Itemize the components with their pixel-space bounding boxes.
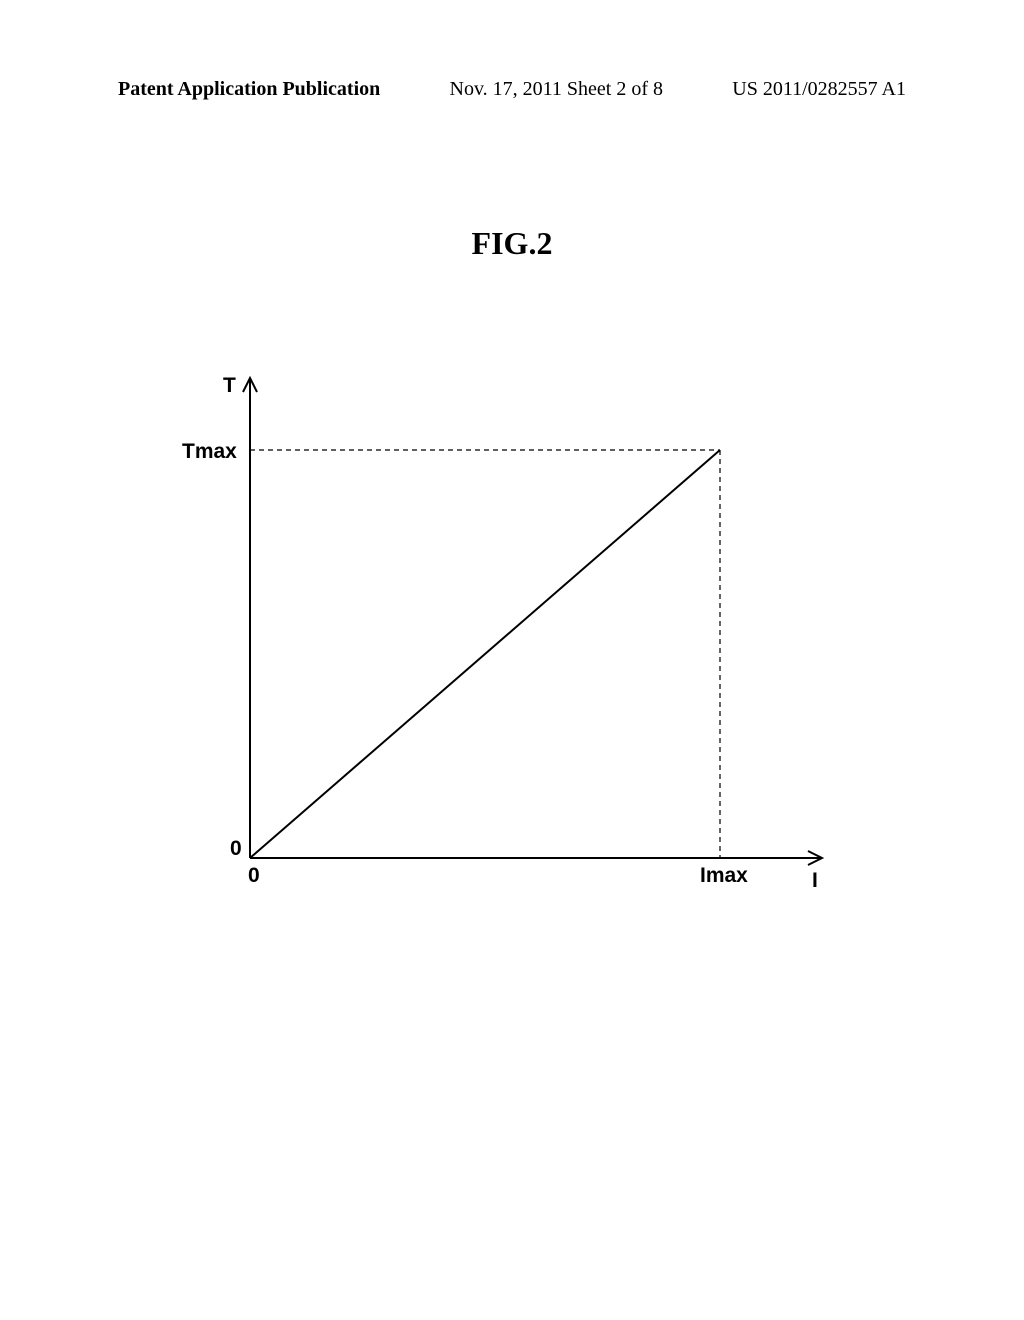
page-header: Patent Application Publication Nov. 17, …: [0, 78, 1024, 101]
chart-container: T Tmax 0 0 Imax I: [180, 350, 840, 910]
y-max-label: Tmax: [182, 440, 237, 463]
header-date-sheet: Nov. 17, 2011 Sheet 2 of 8: [450, 78, 664, 101]
y-axis-label: T: [223, 374, 236, 397]
header-publication-label: Patent Application Publication: [118, 78, 380, 101]
header-patent-number: US 2011/0282557 A1: [732, 78, 906, 101]
chart-svg: T Tmax 0 0 Imax I: [180, 350, 840, 910]
figure-title: FIG.2: [472, 225, 553, 262]
data-line: [250, 450, 720, 858]
x-axis-label: I: [812, 869, 818, 892]
x-origin-label: 0: [248, 864, 260, 887]
y-origin-label: 0: [230, 837, 242, 860]
x-max-label: Imax: [700, 864, 748, 887]
